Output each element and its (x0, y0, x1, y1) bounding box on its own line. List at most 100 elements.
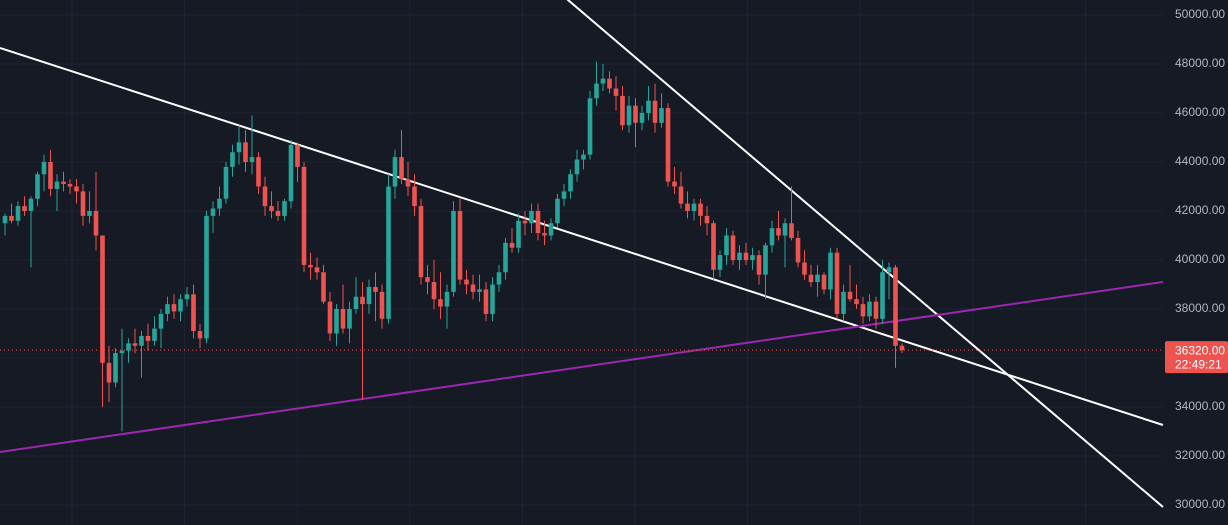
candle-body (789, 223, 794, 238)
last-price-box (1165, 341, 1228, 374)
y-tick-label: 38000.00 (1175, 301, 1225, 315)
candle-body (217, 198, 222, 209)
candle-body (873, 301, 879, 319)
candle-body (535, 210, 541, 234)
candle-body (490, 284, 495, 314)
candle-body (295, 144, 300, 167)
candle-body (9, 215, 14, 221)
candle-body (321, 272, 326, 302)
candles (2, 61, 905, 432)
candle-body (724, 235, 729, 256)
grid (0, 0, 1163, 525)
candle-body (392, 157, 398, 187)
candle-body (795, 237, 801, 263)
candle-body (483, 289, 489, 314)
candle-body (197, 331, 203, 339)
candle-body (74, 186, 79, 192)
candle-body (204, 215, 209, 339)
candle-body (587, 98, 593, 155)
candle-body (893, 267, 898, 346)
candle-body (223, 166, 229, 199)
candle-body (769, 228, 775, 246)
candle-body (210, 208, 216, 216)
candle-body (184, 294, 190, 300)
y-tick-label: 34000.00 (1175, 399, 1225, 413)
candle-body (191, 294, 196, 332)
candle-body (737, 252, 742, 261)
candle-body (717, 255, 723, 270)
candle-body (165, 304, 170, 314)
trend-line (566, 0, 1164, 508)
candle-body (301, 166, 307, 265)
y-tick-label: 50000.00 (1175, 7, 1225, 21)
candle-body (665, 108, 671, 182)
candle-body (854, 299, 859, 305)
candle-body (880, 272, 885, 319)
y-tick-label: 44000.00 (1175, 154, 1225, 168)
candle-body (236, 142, 242, 153)
y-tick-label: 48000.00 (1175, 56, 1225, 70)
candle-body (106, 362, 112, 383)
trend-line (0, 47, 1164, 426)
candle-body (522, 220, 528, 224)
candle-body (100, 235, 105, 363)
candle-body (704, 215, 710, 224)
candle-body (600, 78, 606, 84)
candle-body (360, 296, 365, 305)
candle-body (503, 242, 508, 273)
candle-body (860, 304, 866, 317)
candle-body (847, 291, 853, 300)
candle-body (256, 157, 261, 187)
candle-body (366, 286, 372, 305)
candle-body (594, 83, 599, 99)
candle-body (158, 313, 164, 329)
candle-body (652, 100, 658, 123)
candle-body (93, 210, 99, 236)
candle-body (87, 210, 92, 216)
candle-body (171, 304, 177, 312)
candle-body (548, 223, 554, 236)
candle-body (509, 242, 515, 248)
candle-body (808, 274, 814, 283)
candle-body (464, 279, 469, 285)
candle-body (581, 154, 586, 160)
candle-body (41, 161, 47, 175)
candle-body (743, 252, 749, 261)
candle-body (132, 343, 138, 346)
candle-body (113, 353, 118, 383)
candle-body (542, 233, 547, 236)
candle-body (529, 210, 534, 224)
candle-body (730, 235, 736, 261)
candle-body (763, 245, 768, 275)
candle-body (756, 255, 762, 275)
candle-body (841, 291, 846, 314)
candle-body (178, 299, 183, 312)
candle-body (2, 215, 8, 224)
candle-body (886, 267, 892, 273)
candle-body (80, 191, 86, 216)
candle-body (685, 203, 690, 211)
candle-body (613, 88, 619, 96)
candle-body (334, 309, 339, 334)
candle-body (815, 274, 820, 283)
candle-body (451, 210, 456, 292)
candle-body (327, 301, 333, 334)
candle-body (711, 223, 716, 270)
candle-body (418, 206, 424, 278)
candle-body (425, 277, 430, 283)
last-price-label: 36320.00 (1175, 343, 1225, 357)
candle-body (470, 284, 476, 292)
candle-body (561, 191, 567, 199)
y-tick-label: 46000.00 (1175, 105, 1225, 119)
candle-body (802, 262, 807, 275)
candle-body (373, 286, 378, 292)
candle-body (249, 157, 255, 162)
candle-body (457, 210, 463, 280)
candle-body (152, 328, 157, 341)
candle-body (574, 159, 580, 175)
candle-body (444, 291, 450, 307)
candle-body (243, 142, 248, 162)
candle-body (867, 301, 872, 317)
